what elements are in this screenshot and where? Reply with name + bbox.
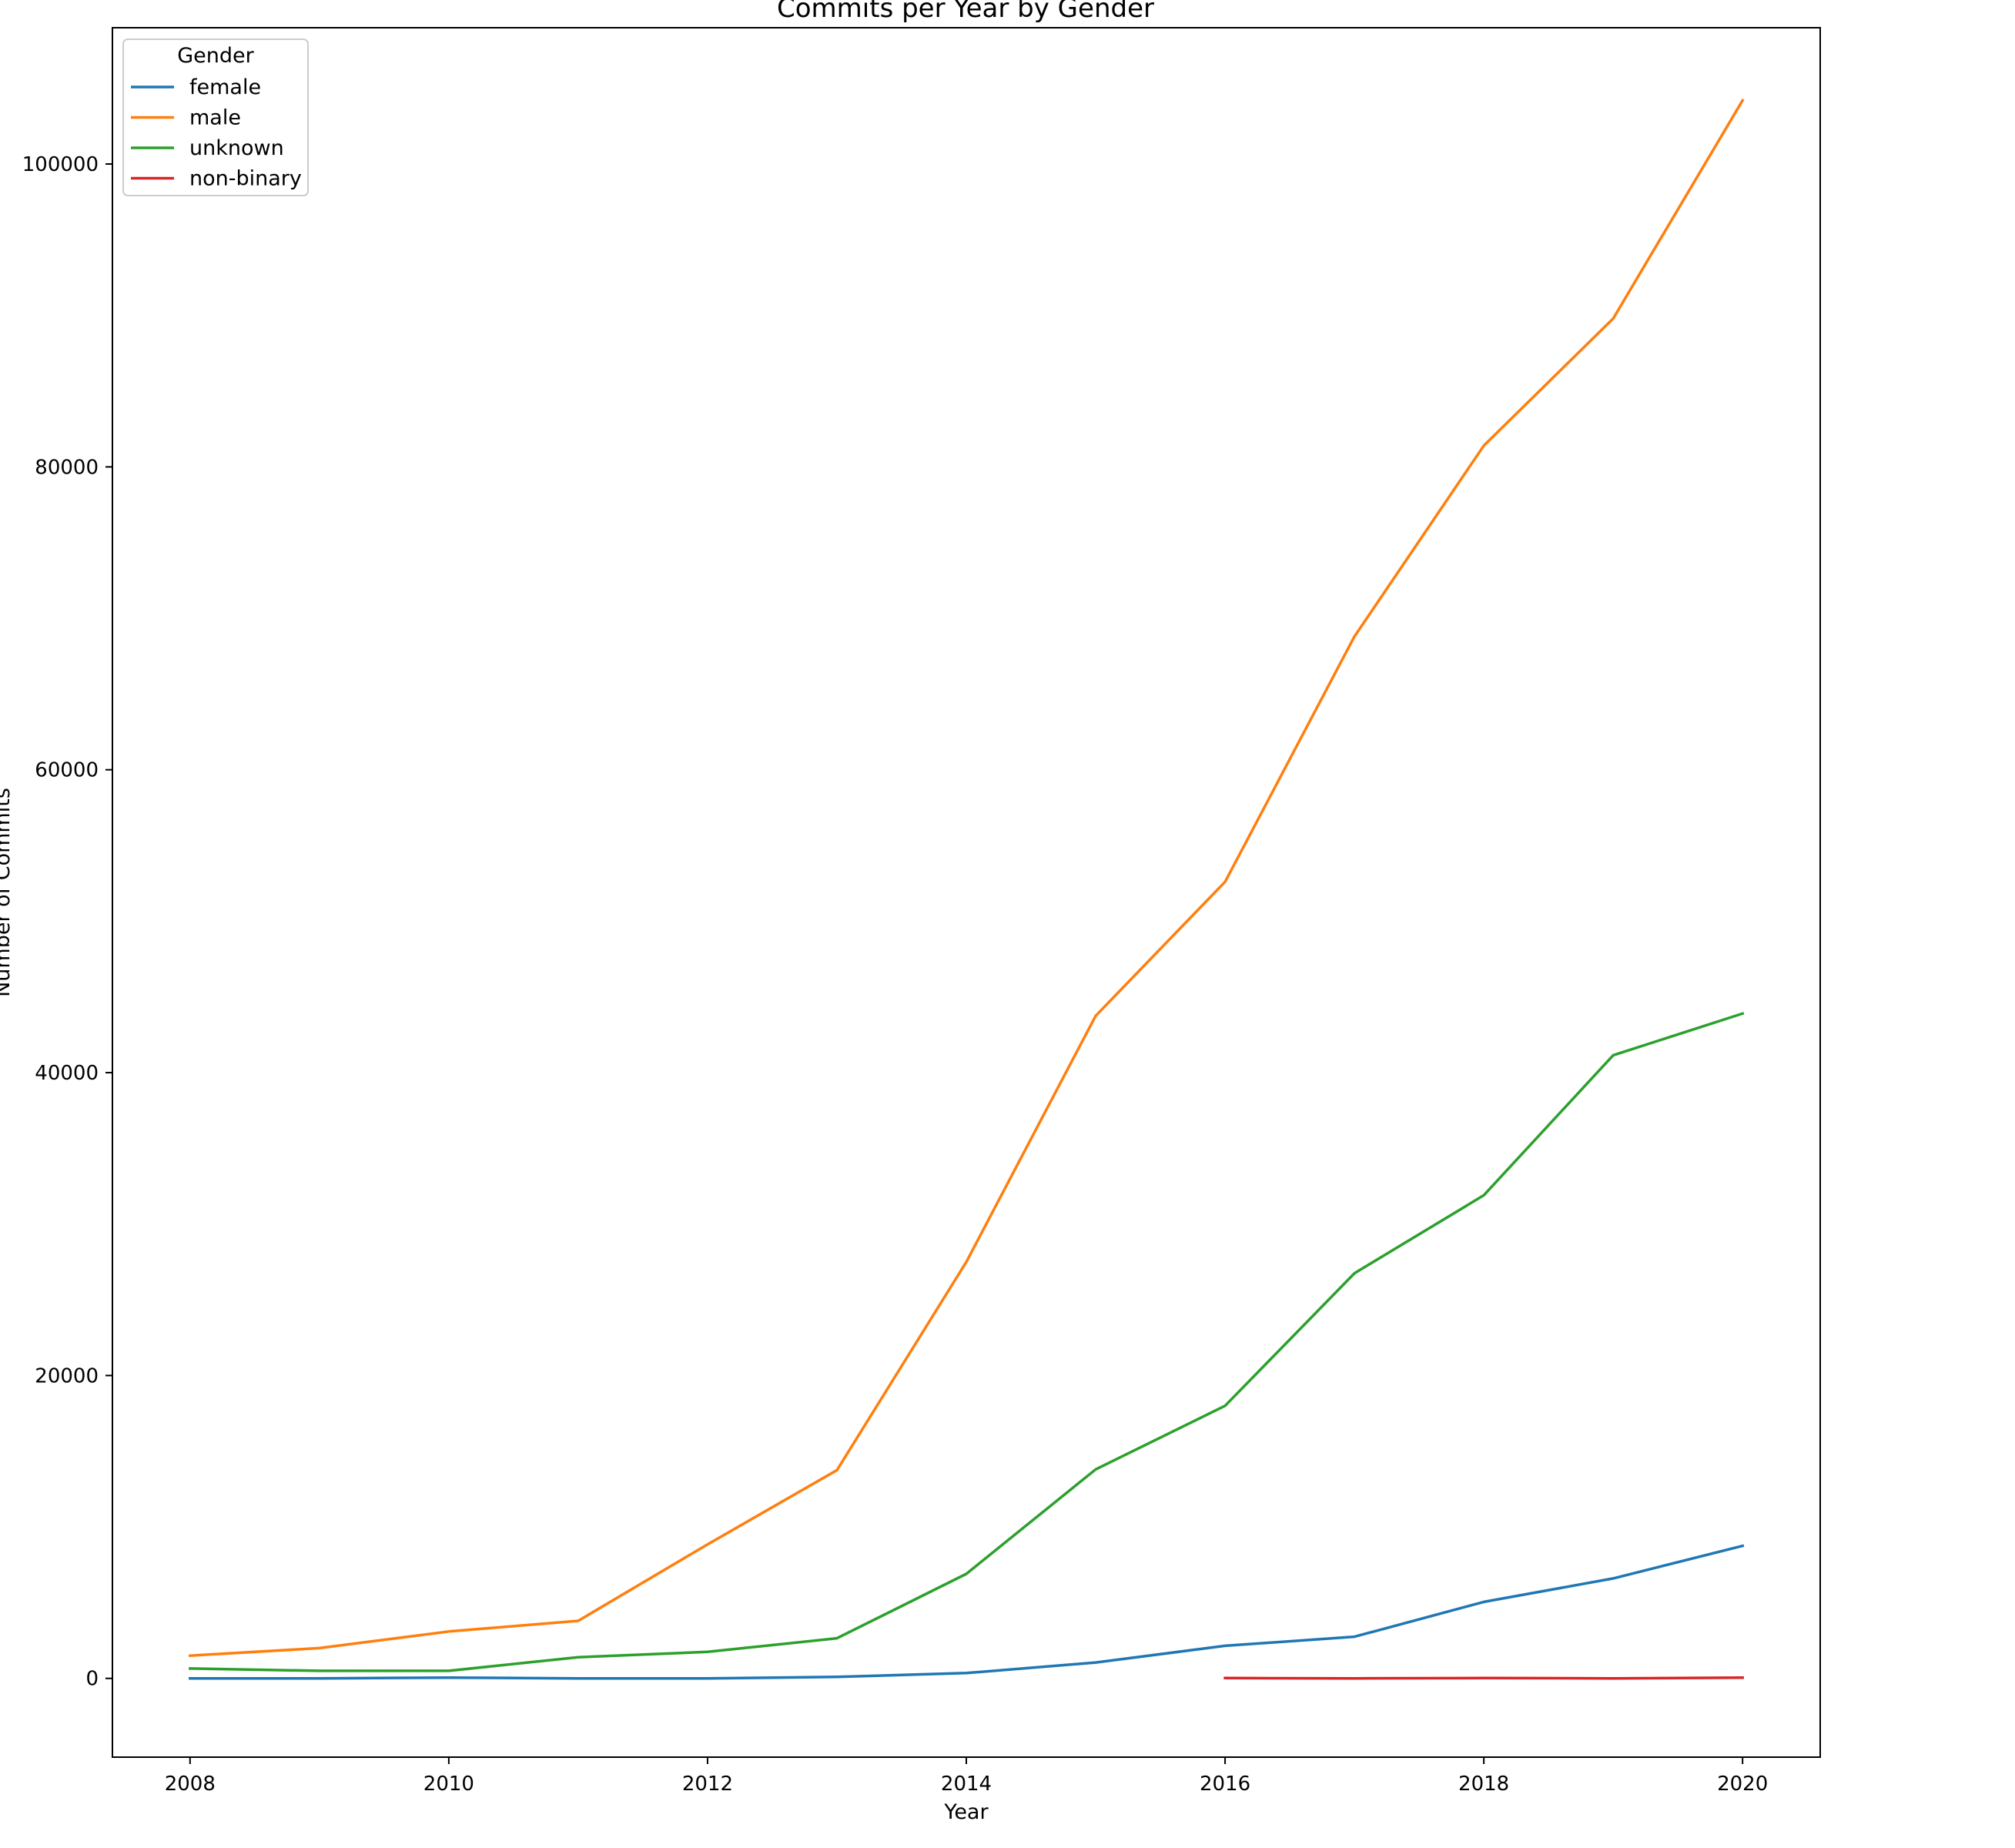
x-tick-label: 2016 <box>1200 1773 1250 1796</box>
y-tick-label: 60000 <box>35 759 99 782</box>
chart-title: Commits per Year by Gender <box>777 0 1154 24</box>
legend-label-female: female <box>189 75 261 99</box>
y-tick-label: 20000 <box>35 1364 99 1388</box>
legend-label-male: male <box>189 106 241 130</box>
legend-label-non-binary: non-binary <box>189 167 302 191</box>
y-axis-label: Number of Commits <box>0 788 15 997</box>
y-tick-label: 0 <box>85 1668 99 1691</box>
y-tick-label: 80000 <box>35 456 99 479</box>
plot-series-group <box>188 99 1745 1680</box>
x-tick-label: 2020 <box>1717 1773 1768 1796</box>
x-axis-label: Year <box>943 1800 989 1824</box>
series-line-female <box>189 1544 1745 1680</box>
legend-entries: female male unknown non-binary <box>131 75 302 191</box>
x-tick-label: 2008 <box>165 1773 216 1796</box>
y-axis-ticks: 0 20000 40000 60000 80000 100000 <box>22 153 112 1691</box>
x-tick-label: 2012 <box>682 1773 733 1796</box>
y-tick-label: 100000 <box>22 153 99 176</box>
series-line-unknown <box>189 1012 1745 1672</box>
series-line-male <box>188 99 1745 1658</box>
x-tick-label: 2014 <box>941 1773 992 1796</box>
x-tick-label: 2018 <box>1458 1773 1509 1796</box>
series-line-non-binary <box>1223 1676 1744 1680</box>
x-axis-ticks: 2008 2010 2012 2014 2016 2018 2020 <box>165 1757 1768 1796</box>
legend: Gender female male unknown non-binary <box>122 38 309 196</box>
legend-label-unknown: unknown <box>189 136 284 160</box>
legend-title: Gender <box>177 44 254 68</box>
x-tick-label: 2010 <box>423 1773 474 1796</box>
legend-box <box>122 38 309 196</box>
y-tick-label: 40000 <box>35 1062 99 1085</box>
